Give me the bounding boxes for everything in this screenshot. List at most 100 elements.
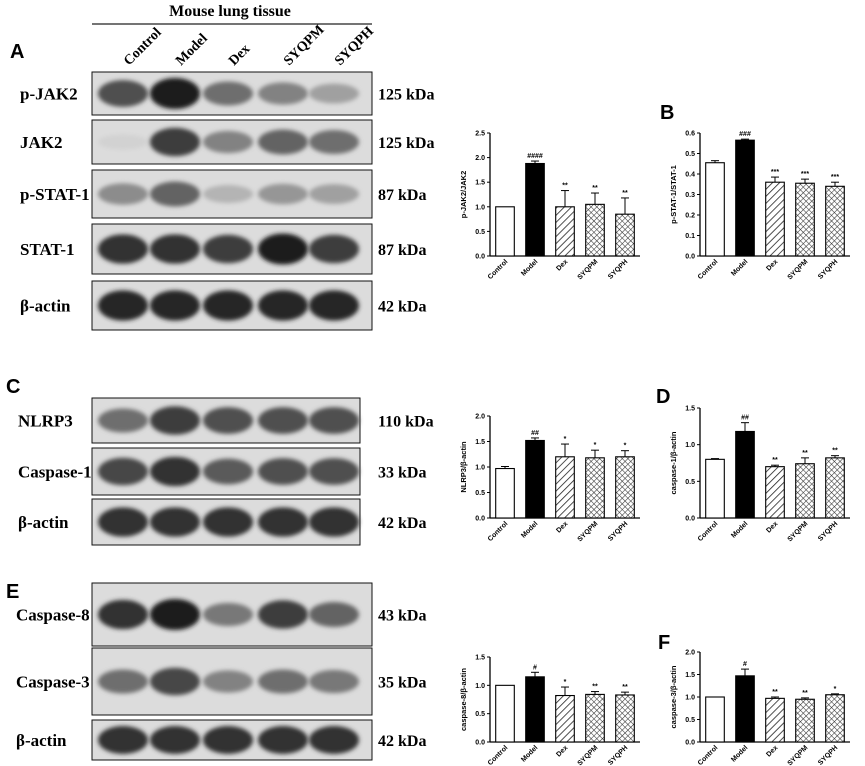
y-axis-label: caspase-1/β-actin xyxy=(669,431,678,494)
y-tick-label: 0.5 xyxy=(475,490,485,497)
significance-marker: ** xyxy=(622,684,628,691)
blot-band xyxy=(258,129,308,155)
panel-letter-e: E xyxy=(6,581,19,603)
blot-band xyxy=(203,407,253,434)
blot-band xyxy=(258,407,308,434)
y-tick-label: 1.5 xyxy=(475,439,485,446)
bar-dex xyxy=(765,697,785,743)
column-labels: Control Model Dex SYQPM SYQPH xyxy=(121,22,377,68)
blot-band xyxy=(150,456,200,487)
y-tick-label: 0.1 xyxy=(685,233,695,240)
y-tick-label: 0.5 xyxy=(685,717,695,724)
blot-band xyxy=(150,234,200,264)
y-tick-label: 0.0 xyxy=(685,254,695,261)
bar-dex xyxy=(765,181,785,257)
molecular-weight-label: 87 kDa xyxy=(378,187,426,204)
y-tick-label: 1.0 xyxy=(685,695,695,702)
x-tick-label: SYQPM xyxy=(787,744,810,766)
x-tick-label: Model xyxy=(520,258,539,277)
blot-band xyxy=(98,80,148,107)
column-label-syqpm: SYQPM xyxy=(281,22,327,68)
chart-caspase-3-actin: F 0.0 0.5 1.0 1.5 2.0 caspase-3/β-actin Control… xyxy=(658,632,850,766)
y-axis-label: NLRP3/β-actin xyxy=(459,441,468,493)
significance-marker: *** xyxy=(801,171,809,178)
bar-syqpm xyxy=(585,693,605,743)
y-tick-label: 2.0 xyxy=(475,155,485,162)
x-tick-label: Control xyxy=(487,520,510,543)
molecular-weight-label: 42 kDa xyxy=(378,515,426,532)
blot-band xyxy=(150,726,200,754)
blot-band xyxy=(203,670,253,693)
x-tick-label: SYQPM xyxy=(787,520,810,543)
x-tick-label: Model xyxy=(520,744,539,763)
blot-band xyxy=(258,507,308,537)
blot-band xyxy=(150,77,200,110)
significance-marker: ## xyxy=(531,430,539,437)
bar-model xyxy=(525,162,545,257)
significance-marker: * xyxy=(624,443,627,450)
protein-label: p-JAK2 xyxy=(20,85,78,104)
significance-marker: ### xyxy=(739,131,751,138)
x-tick-label: Control xyxy=(487,744,510,766)
blot-row-nlrp3: NLRP3 110 kDa xyxy=(18,397,434,444)
significance-marker: ** xyxy=(772,457,778,464)
molecular-weight-label: 33 kDa xyxy=(378,465,426,482)
blot-row-p-jak2: p-JAK2 125 kDa xyxy=(20,71,434,116)
y-tick-label: 0.5 xyxy=(685,479,695,486)
significance-marker: *** xyxy=(771,169,779,176)
blot-band xyxy=(309,184,359,204)
y-tick-label: 2.5 xyxy=(475,131,485,138)
blot-band xyxy=(203,290,253,321)
blot-row-caspase-1: Caspase-1 33 kDa xyxy=(18,447,426,496)
blot-band xyxy=(98,457,148,486)
blot-band xyxy=(150,127,200,157)
chart-caspase-8-actin: 0.0 0.5 1.0 1.5 caspase-8/β-actin Control # Mod… xyxy=(459,655,640,766)
bar-control xyxy=(495,684,515,743)
bar-control xyxy=(705,696,725,743)
significance-marker: ## xyxy=(741,415,749,422)
protein-label: Caspase-3 xyxy=(16,673,90,692)
blot-band xyxy=(203,185,253,203)
bar-syqpm xyxy=(585,457,605,519)
chart-caspase-1-actin: D 0.0 0.5 1.0 1.5 caspase-1/β-actin Control ## M… xyxy=(656,386,850,543)
blot-band xyxy=(98,507,148,537)
bar-control xyxy=(495,467,515,519)
blot-band xyxy=(98,726,148,754)
bar-syqph xyxy=(825,185,845,257)
x-tick-label: SYQPM xyxy=(577,744,600,766)
blot-band xyxy=(150,507,200,537)
blot-band xyxy=(150,667,200,696)
blot-row-caspase-3: Caspase-3 35 kDa xyxy=(16,647,426,716)
y-tick-label: 0.2 xyxy=(685,213,695,220)
y-tick-label: 1.5 xyxy=(685,406,695,413)
bar-model xyxy=(525,676,545,743)
panel-letter-a: A xyxy=(10,41,24,63)
bar-syqph xyxy=(825,694,845,743)
blot-band xyxy=(98,234,148,264)
bar-syqph xyxy=(615,213,635,257)
molecular-weight-label: 35 kDa xyxy=(378,675,426,692)
significance-marker: * xyxy=(834,686,837,693)
chart-p-jak2-jak2: 0.0 0.5 1.0 1.5 2.0 2.5 p-JAK2/JAK2 Control ####… xyxy=(459,131,640,281)
blot-band xyxy=(309,669,359,694)
y-tick-label: 1.0 xyxy=(685,442,695,449)
blot-band xyxy=(150,406,200,435)
y-tick-label: 0.0 xyxy=(685,516,695,523)
blot-band xyxy=(203,507,253,537)
bar-syqph xyxy=(615,694,635,743)
x-tick-label: Model xyxy=(730,258,749,277)
x-tick-label: Model xyxy=(730,744,749,763)
y-tick-label: 0.5 xyxy=(685,151,695,158)
x-tick-label: Dex xyxy=(555,258,569,272)
significance-marker: ** xyxy=(592,185,598,192)
significance-marker: ** xyxy=(802,450,808,457)
blot-band xyxy=(98,599,148,630)
blot-band xyxy=(309,507,359,537)
x-tick-label: SYQPH xyxy=(817,744,839,766)
bar-dex xyxy=(555,206,575,257)
protein-label: JAK2 xyxy=(20,133,63,152)
significance-marker: *** xyxy=(831,174,839,181)
molecular-weight-label: 42 kDa xyxy=(378,733,426,750)
significance-marker: * xyxy=(564,436,567,443)
x-tick-label: SYQPM xyxy=(787,258,810,281)
